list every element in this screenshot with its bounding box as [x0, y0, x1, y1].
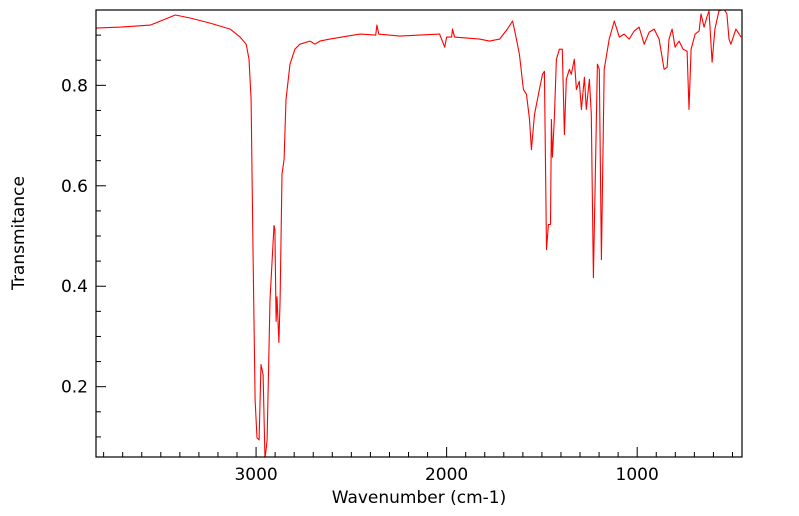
- y-tick-label: 0.6: [61, 177, 88, 197]
- spectrum-line: [96, 10, 742, 457]
- plot-frame: [95, 9, 743, 458]
- x-tick-label: 2000: [425, 465, 468, 485]
- y-tick-label: 0.4: [61, 277, 88, 297]
- y-axis-title: Transmitance: [9, 176, 29, 291]
- y-tick-label: 0.2: [61, 378, 88, 398]
- axis-ticks: [96, 9, 733, 457]
- x-tick-label: 3000: [234, 465, 277, 485]
- y-tick-label: 0.8: [61, 76, 88, 96]
- x-tick-label: 1000: [616, 465, 659, 485]
- axis-tick-labels: 3000 2000 1000 0.2 0.4 0.6 0.8: [61, 76, 659, 485]
- x-axis-title: Wavenumber (cm-1): [332, 488, 507, 508]
